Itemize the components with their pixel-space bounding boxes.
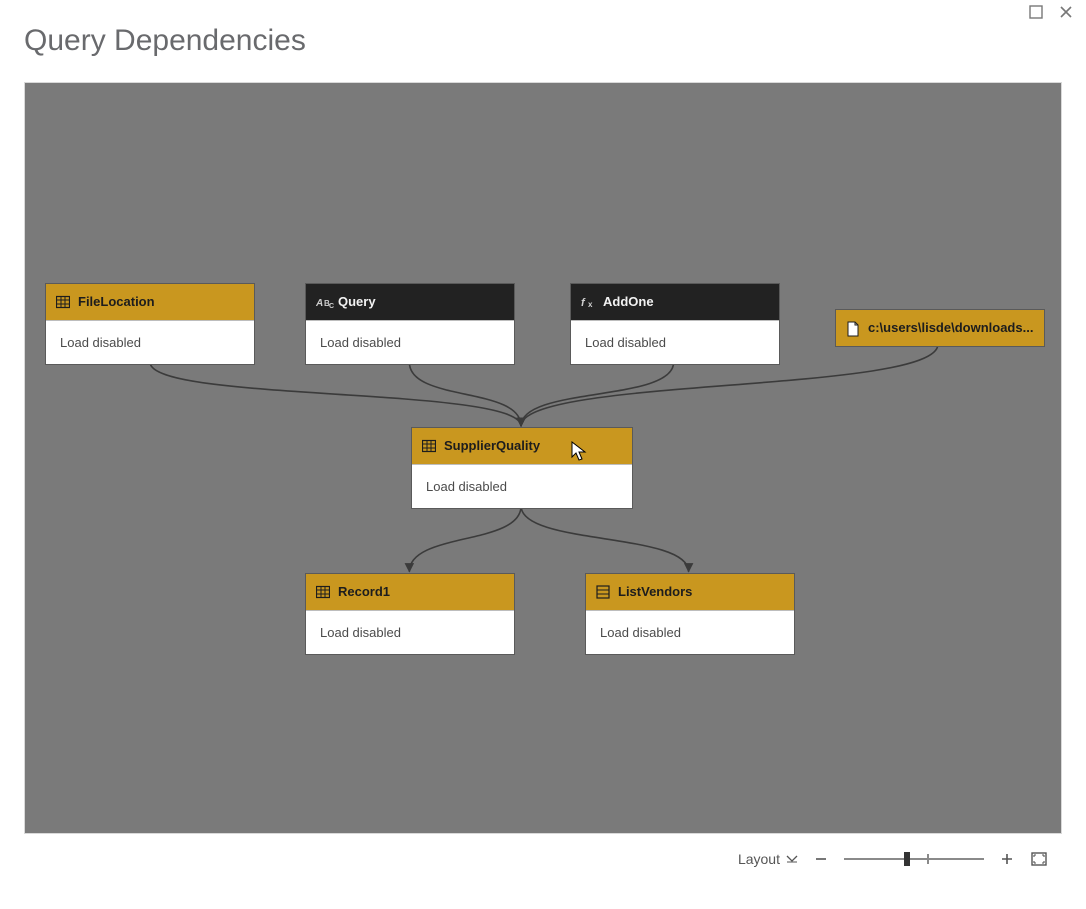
node-header[interactable]: SupplierQuality	[412, 428, 632, 464]
svg-text:C: C	[329, 303, 334, 309]
node-status: Load disabled	[571, 320, 779, 364]
page-title: Query Dependencies	[24, 24, 306, 58]
query-node-listv[interactable]: ListVendors Load disabled	[585, 573, 795, 655]
edge-supq-record1	[409, 506, 521, 572]
node-status: Load disabled	[412, 464, 632, 508]
zoom-out-button[interactable]	[812, 850, 830, 868]
layout-dropdown[interactable]: Layout	[738, 851, 798, 867]
svg-text:x: x	[588, 300, 593, 309]
svg-text:A: A	[316, 298, 323, 309]
node-header[interactable]: ABC Query	[306, 284, 514, 320]
node-header[interactable]: fx AddOne	[571, 284, 779, 320]
node-label: Record1	[338, 584, 390, 599]
node-label: ListVendors	[618, 584, 692, 599]
layout-label: Layout	[738, 851, 780, 867]
close-button[interactable]	[1058, 4, 1074, 20]
node-label: SupplierQuality	[444, 438, 540, 453]
node-header[interactable]: ListVendors	[586, 574, 794, 610]
edge-query-supq	[409, 362, 521, 426]
zoom-track	[844, 858, 984, 860]
node-status: Load disabled	[586, 610, 794, 654]
node-status: Load disabled	[306, 610, 514, 654]
node-status: Load disabled	[46, 320, 254, 364]
table-icon	[56, 295, 70, 309]
node-status: Load disabled	[306, 320, 514, 364]
file-icon	[846, 321, 860, 335]
zoom-in-button[interactable]	[998, 850, 1016, 868]
fit-to-screen-button[interactable]	[1030, 850, 1048, 868]
abc-icon: ABC	[316, 295, 330, 309]
svg-text:f: f	[581, 297, 586, 309]
zoom-tick	[927, 854, 929, 864]
zoom-slider[interactable]	[844, 850, 984, 868]
zoom-thumb[interactable]	[904, 852, 910, 866]
canvas-frame: FileLocation Load disabled ABC Query Load di…	[24, 82, 1062, 834]
query-node-supq[interactable]: SupplierQuality Load disabled	[411, 427, 633, 509]
node-label: Query	[338, 294, 376, 309]
node-header[interactable]: c:\users\lisde\downloads...	[836, 310, 1044, 346]
edge-addone-supq	[521, 362, 674, 426]
dependency-canvas[interactable]: FileLocation Load disabled ABC Query Load di…	[25, 83, 1061, 833]
edge-fileloc-supq	[150, 362, 521, 426]
node-label: c:\users\lisde\downloads...	[868, 320, 1033, 335]
fx-icon: fx	[581, 295, 595, 309]
node-header[interactable]: Record1	[306, 574, 514, 610]
node-label: FileLocation	[78, 294, 155, 309]
status-bar: Layout	[24, 836, 1062, 882]
chevron-down-icon	[786, 854, 798, 864]
query-node-record1[interactable]: Record1 Load disabled	[305, 573, 515, 655]
list-icon	[596, 585, 610, 599]
node-header[interactable]: FileLocation	[46, 284, 254, 320]
query-node-query[interactable]: ABC Query Load disabled	[305, 283, 515, 365]
maximize-button[interactable]	[1028, 4, 1044, 20]
table-icon	[422, 439, 436, 453]
edge-supq-listv	[521, 506, 689, 572]
query-node-fileloc[interactable]: FileLocation Load disabled	[45, 283, 255, 365]
table-icon	[316, 585, 330, 599]
query-node-addone[interactable]: fx AddOne Load disabled	[570, 283, 780, 365]
query-node-source[interactable]: c:\users\lisde\downloads...	[835, 309, 1045, 347]
node-label: AddOne	[603, 294, 654, 309]
